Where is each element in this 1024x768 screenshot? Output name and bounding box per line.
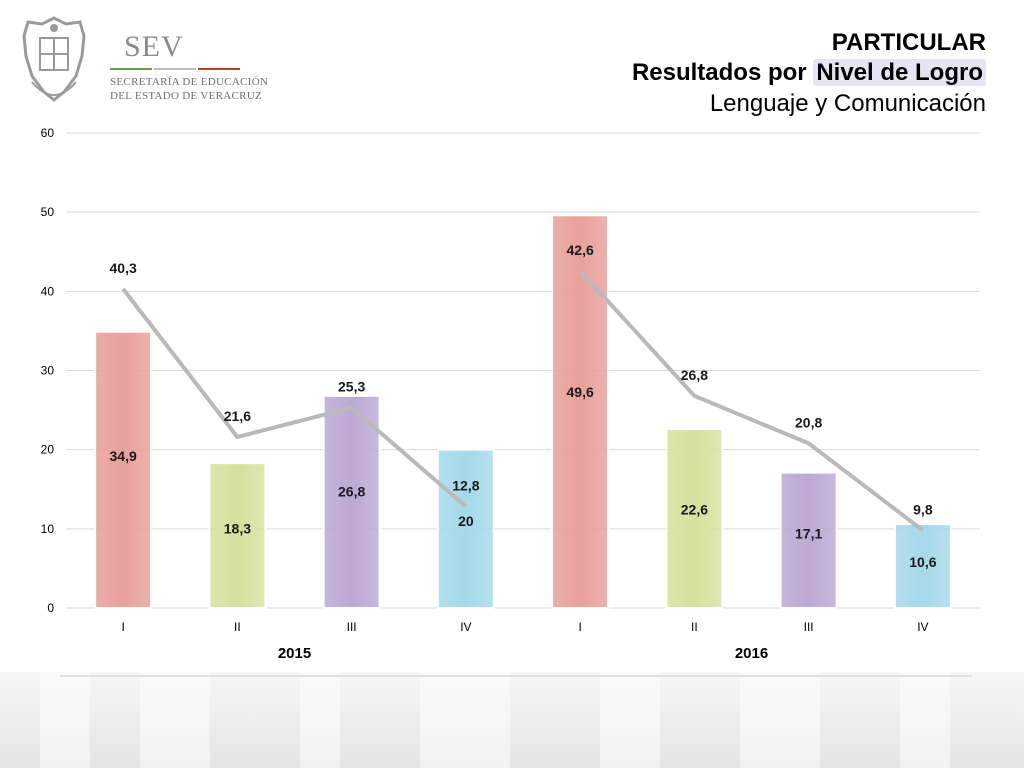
bar-value-label-5: 49,6 [567,384,594,400]
line-value-label-2015-1: 40,3 [110,260,137,276]
bar-2 [208,462,267,609]
bar-8 [893,523,952,609]
line-value-label-2015-3: 25,3 [338,379,365,395]
bar-7 [779,471,838,609]
y-tick-label-10: 10 [41,522,55,536]
logo-stripe [110,68,240,70]
bar-value-label-7: 17,1 [795,526,822,542]
x-tick-label-2: II [234,620,241,634]
sev-logo: SEV SECRETARÍA DE EDUCACIÓN DEL ESTADO D… [14,12,268,112]
x-tick-label-1: I [121,620,124,634]
title-line-2-highlight: Nivel de Logro [813,59,986,86]
line-value-label-2015-4: 12,8 [452,478,479,494]
y-tick-label-0: 0 [47,601,54,615]
bar-6 [665,428,724,610]
footer-band [0,672,1024,768]
y-tick-label-20: 20 [41,443,55,457]
bar-5 [551,214,610,609]
bar-value-label-6: 22,6 [681,502,708,518]
series-line-2015 [121,287,468,509]
title-line-1: PARTICULAR [831,29,986,56]
line-value-label-2015-2: 21,6 [224,408,251,424]
y-tick-label-40: 40 [41,284,55,298]
title-block: PARTICULAR Resultados por Nivel de Logro… [632,28,986,120]
logo-subtitle-1: SECRETARÍA DE EDUCACIÓN [110,76,269,88]
logo-subtitle-2: DEL ESTADO DE VERACRUZ [110,90,263,102]
bar-line-chart: 0 10 20 30 40 50 60 34,9 18,3 26,8 20 49,6 22,6 17,1 1… [41,126,980,677]
bar-value-label-2: 18,3 [224,520,251,536]
title-line-2: Resultados por Nivel de Logro [632,58,986,88]
x-tick-label-8: IV [917,620,928,634]
x-tick-label-7: III [804,620,814,634]
veracruz-coat-of-arms-icon [22,16,86,102]
bar-value-label-3: 26,8 [338,483,365,499]
x-tick-label-5: I [578,620,581,634]
y-tick-label-50: 50 [41,205,55,219]
x-tick-label-4: IV [460,620,471,634]
title-line-3: Lenguaje y Comunicación [709,90,986,117]
logo-sev-text: SEV [124,30,184,63]
bar-4 [436,448,495,609]
y-tick-label-30: 30 [41,364,55,378]
y-tick-label-60: 60 [41,126,55,140]
bar-value-label-8: 10,6 [909,554,936,570]
x-tick-label-3: III [347,620,357,634]
line-value-label-2016-2: 26,8 [681,367,708,383]
group-label-2015: 2015 [278,645,311,662]
bar-3 [322,394,381,610]
series-line-2016 [578,269,925,533]
group-label-2016: 2016 [735,645,768,662]
line-value-label-2016-1: 42,6 [567,242,594,258]
bar-value-label-4: 20 [458,513,474,529]
bar-1 [94,330,153,609]
title-line-2-prefix: Resultados por [631,59,814,86]
bar-value-label-1: 34,9 [110,448,137,464]
x-tick-label-6: II [691,620,698,634]
line-value-label-2016-3: 20,8 [795,414,822,430]
line-value-label-2016-4: 9,8 [913,501,933,517]
